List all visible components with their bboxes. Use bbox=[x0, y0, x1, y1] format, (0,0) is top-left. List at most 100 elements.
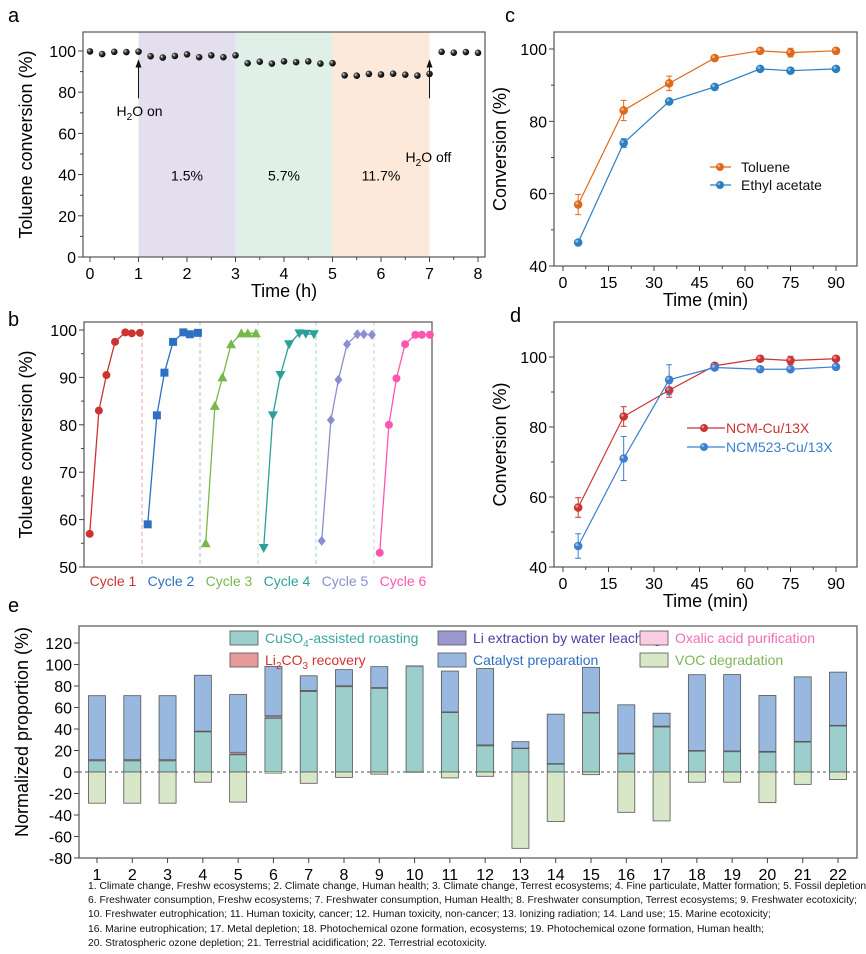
data-point bbox=[317, 535, 326, 546]
data-point bbox=[664, 375, 674, 385]
data-point bbox=[401, 71, 409, 78]
bar-segment-catalyst-preparation bbox=[229, 694, 248, 753]
panel-d-catalyst-comparison-chart: 40 60 80 100 0 15 30 45 60 75 90 Time (min) Conversi… bbox=[490, 305, 858, 611]
bar-segment-catalyst-preparation bbox=[793, 676, 812, 742]
data-point bbox=[304, 58, 312, 65]
data-point bbox=[417, 330, 426, 339]
data-point bbox=[786, 66, 795, 75]
bar-segment-catalyst-preparation bbox=[440, 670, 459, 713]
legend-marker-highlight bbox=[701, 444, 705, 448]
legend-swatch bbox=[639, 652, 669, 668]
legend-marker bbox=[716, 163, 724, 171]
bar-segment-voc-degradation bbox=[829, 771, 847, 780]
bar-segment-cuso4-assisted-roasting bbox=[370, 687, 389, 773]
legend-marker-highlight bbox=[701, 425, 705, 429]
data-point bbox=[334, 374, 343, 385]
y-axis-title: Conversion (%) bbox=[490, 87, 510, 211]
x-tick-label: 22 bbox=[829, 867, 847, 884]
series-line-cycle-4 bbox=[263, 332, 314, 549]
x-tick-label: 14 bbox=[547, 867, 565, 884]
category-footnote: 1. Climate change, Freshw ecosystems; 2.… bbox=[88, 880, 866, 951]
x-tick-label: 13 bbox=[512, 867, 530, 884]
x-axis-title: Time (min) bbox=[663, 591, 748, 611]
data-point-highlight bbox=[833, 364, 837, 368]
data-point bbox=[755, 46, 765, 56]
legend-marker bbox=[700, 443, 708, 451]
data-point-highlight bbox=[711, 84, 715, 88]
data-point bbox=[755, 364, 765, 374]
data-point bbox=[710, 53, 719, 63]
data-point bbox=[226, 339, 237, 349]
y-tick-label: -60 bbox=[49, 830, 72, 847]
data-point bbox=[664, 97, 674, 106]
bar-segment-cuso4-assisted-roasting bbox=[335, 686, 353, 773]
x-tick-label: 9 bbox=[375, 867, 384, 884]
x-tick-label: 19 bbox=[723, 867, 741, 884]
data-point bbox=[573, 541, 583, 551]
data-point bbox=[831, 362, 841, 372]
legend-marker-highlight bbox=[717, 164, 721, 168]
bar-segment-cuso4-assisted-roasting bbox=[617, 753, 636, 773]
bar-segment-voc-degradation bbox=[193, 771, 212, 783]
data-point bbox=[619, 138, 628, 148]
bar-segment-catalyst-preparation bbox=[405, 665, 424, 667]
bar-segment-catalyst-preparation bbox=[758, 695, 777, 752]
data-point bbox=[308, 330, 319, 340]
bar-segment-voc-degradation bbox=[370, 771, 389, 775]
data-point-highlight bbox=[757, 66, 761, 70]
bar-segment-cuso4-assisted-roasting bbox=[652, 726, 671, 773]
shaded-region-3 bbox=[332, 32, 430, 257]
series-line-2 bbox=[577, 68, 837, 243]
x-tick-label: 3 bbox=[163, 867, 172, 884]
data-point bbox=[317, 60, 324, 67]
legend-label: Ethyl acetate bbox=[741, 177, 822, 193]
data-point bbox=[121, 328, 130, 337]
bar-segment-voc-degradation bbox=[758, 771, 777, 804]
x-tick-label: 16 bbox=[617, 867, 635, 884]
data-point bbox=[280, 58, 288, 65]
data-point-highlight bbox=[787, 357, 791, 361]
bar-segment-catalyst-preparation bbox=[511, 741, 530, 749]
data-point bbox=[786, 356, 795, 365]
bar-segment-cuso4-assisted-roasting bbox=[758, 751, 777, 773]
y-tick-label: -40 bbox=[49, 808, 72, 825]
bar-segment-voc-degradation bbox=[793, 771, 812, 785]
data-point bbox=[425, 330, 434, 339]
data-point bbox=[200, 538, 211, 548]
bar-segment-catalyst-preparation bbox=[652, 712, 671, 727]
y-tick-label: 80 bbox=[59, 418, 77, 435]
data-point bbox=[195, 53, 203, 61]
data-point-highlight bbox=[575, 504, 579, 508]
x-tick-label: 30 bbox=[645, 275, 663, 292]
x-tick-label: 20 bbox=[759, 867, 777, 884]
bar-segment-catalyst-preparation bbox=[264, 665, 283, 717]
y-tick-label: 100 bbox=[45, 658, 72, 675]
bar-segment-cuso4-assisted-roasting bbox=[299, 690, 318, 773]
data-point-highlight bbox=[620, 455, 624, 459]
region-label: 1.5% bbox=[171, 168, 203, 184]
bar-segment-catalyst-preparation bbox=[546, 713, 565, 765]
data-point-highlight bbox=[833, 66, 837, 70]
annotation-label: H2O on bbox=[117, 103, 163, 123]
plot-frame bbox=[78, 625, 858, 859]
data-point bbox=[242, 328, 253, 338]
bar-segment-catalyst-preparation bbox=[476, 668, 495, 746]
bar-segment-cuso4-assisted-roasting bbox=[793, 741, 812, 773]
x-tick-label: 18 bbox=[688, 867, 706, 884]
x-tick-label: 21 bbox=[794, 867, 812, 884]
panel-label: a bbox=[8, 5, 20, 27]
data-point bbox=[209, 400, 220, 410]
data-point bbox=[123, 48, 130, 56]
legend-swatch bbox=[229, 652, 259, 668]
panel-label: b bbox=[8, 309, 19, 331]
data-point-highlight bbox=[711, 55, 715, 59]
x-tick-label: 6 bbox=[269, 867, 278, 884]
y-tick-label: 60 bbox=[529, 490, 547, 507]
data-point bbox=[207, 52, 215, 59]
y-tick-label: 40 bbox=[529, 259, 547, 276]
bar-segment-voc-degradation bbox=[440, 771, 459, 779]
footnote-line: 10. Freshwater eutrophication; 11. Human… bbox=[88, 909, 771, 921]
legend-label: NCM523-Cu/13X bbox=[726, 439, 833, 455]
data-point bbox=[193, 328, 202, 337]
